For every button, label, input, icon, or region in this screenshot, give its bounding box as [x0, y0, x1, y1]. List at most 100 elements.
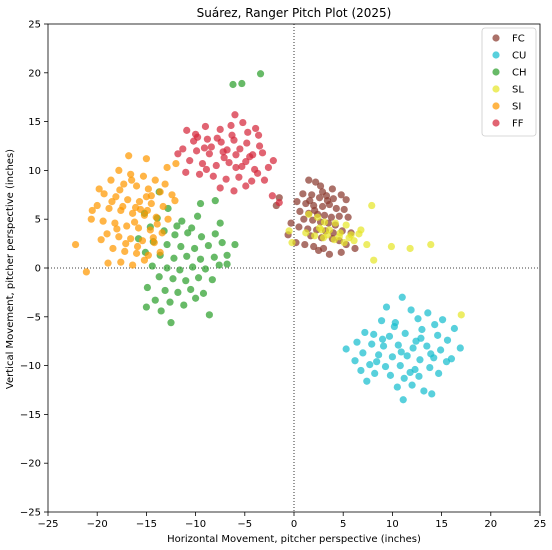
- data-point-fc: [315, 246, 323, 255]
- data-point-fc: [305, 176, 313, 184]
- data-point-si: [149, 234, 157, 242]
- legend-label-ch: CH: [512, 68, 527, 79]
- data-point-ff: [201, 122, 210, 131]
- data-point-cu: [375, 351, 383, 359]
- data-point-si: [143, 206, 151, 215]
- data-point-ff: [179, 145, 187, 153]
- data-point-ch: [211, 230, 219, 238]
- data-point-ch: [169, 275, 177, 283]
- data-point-cu: [398, 293, 406, 301]
- data-point-fc: [332, 204, 340, 213]
- data-point-fc: [308, 191, 316, 199]
- y-tick-label: −20: [20, 459, 41, 470]
- x-tick-label: 0: [291, 519, 297, 530]
- data-point-cu: [400, 374, 408, 382]
- data-point-cu: [361, 328, 369, 337]
- data-point-cu: [370, 330, 378, 338]
- data-point-si: [142, 155, 150, 163]
- data-point-ch: [182, 277, 190, 285]
- data-point-si: [117, 258, 125, 266]
- data-point-si: [97, 236, 105, 244]
- data-point-cu: [399, 396, 407, 404]
- data-point-fc: [328, 185, 336, 193]
- data-point-fc: [344, 213, 352, 221]
- data-point-fc: [342, 196, 350, 204]
- data-point-ch: [174, 288, 182, 296]
- data-point-fc: [287, 219, 295, 227]
- data-point-si: [116, 186, 124, 194]
- data-point-cu: [407, 306, 415, 314]
- y-axis-label: Vertical Movement, pitcher perspective (…: [5, 149, 16, 389]
- legend-label-cu: CU: [512, 51, 526, 62]
- x-tick-label: −10: [185, 519, 206, 530]
- data-point-ch: [196, 255, 205, 263]
- data-point-cu: [382, 303, 391, 311]
- data-point-ch: [208, 276, 216, 284]
- legend-label-ff: FF: [512, 119, 524, 130]
- data-point-ch: [218, 239, 226, 247]
- data-point-ch: [167, 319, 175, 327]
- data-point-fc: [337, 191, 345, 199]
- data-point-cu: [396, 362, 404, 370]
- data-point-ff: [192, 147, 201, 155]
- data-point-ch: [148, 262, 156, 270]
- y-tick-label: 0: [35, 264, 41, 275]
- data-point-si: [144, 251, 152, 259]
- data-point-ch: [178, 217, 186, 225]
- data-point-cu: [342, 345, 350, 353]
- data-point-fc: [325, 250, 334, 258]
- data-point-sl: [314, 213, 322, 221]
- data-point-cu: [435, 369, 443, 378]
- data-point-cu: [428, 390, 436, 398]
- data-point-si: [129, 209, 137, 217]
- data-point-si: [168, 191, 176, 199]
- data-point-ch: [215, 261, 223, 269]
- data-point-ch: [197, 233, 206, 241]
- data-point-si: [120, 180, 128, 188]
- data-point-ff: [227, 121, 235, 130]
- data-point-si: [71, 240, 80, 249]
- data-point-ff: [190, 137, 198, 145]
- data-point-ch: [229, 80, 237, 89]
- data-point-cu: [424, 309, 432, 317]
- x-tick-label: 15: [435, 519, 448, 530]
- data-point-fc: [340, 205, 348, 214]
- data-point-si: [125, 152, 133, 160]
- data-point-si: [139, 172, 148, 180]
- series-sl: [285, 201, 465, 319]
- data-point-ff: [239, 118, 247, 127]
- data-point-si: [109, 244, 117, 253]
- data-point-ch: [142, 303, 150, 311]
- data-point-ch: [191, 244, 199, 253]
- data-point-fc: [318, 188, 327, 196]
- data-point-cu: [434, 331, 442, 339]
- data-point-ch: [238, 79, 246, 88]
- data-point-ch: [177, 242, 185, 251]
- data-point-si: [146, 226, 154, 234]
- data-point-ff: [223, 146, 231, 154]
- data-point-si: [151, 176, 159, 184]
- data-point-ch: [176, 266, 184, 274]
- data-point-ff: [236, 145, 244, 153]
- x-tick-label: −5: [237, 519, 252, 530]
- data-point-ff: [254, 131, 263, 139]
- data-point-ff: [238, 162, 246, 171]
- data-point-ff: [275, 199, 283, 207]
- data-point-cu: [431, 321, 439, 329]
- data-point-ff: [203, 135, 212, 143]
- data-point-ch: [171, 231, 179, 239]
- data-point-fc: [301, 240, 309, 249]
- data-point-cu: [456, 344, 464, 352]
- data-point-si: [100, 190, 108, 198]
- data-point-ch: [223, 260, 231, 268]
- series-ff: [174, 111, 283, 207]
- data-point-ch: [223, 251, 231, 259]
- data-point-si: [171, 197, 179, 205]
- data-point-ff: [220, 154, 228, 162]
- data-point-fc: [320, 211, 329, 219]
- data-point-si: [156, 188, 164, 196]
- data-point-si: [156, 248, 164, 256]
- data-point-ff: [253, 169, 262, 177]
